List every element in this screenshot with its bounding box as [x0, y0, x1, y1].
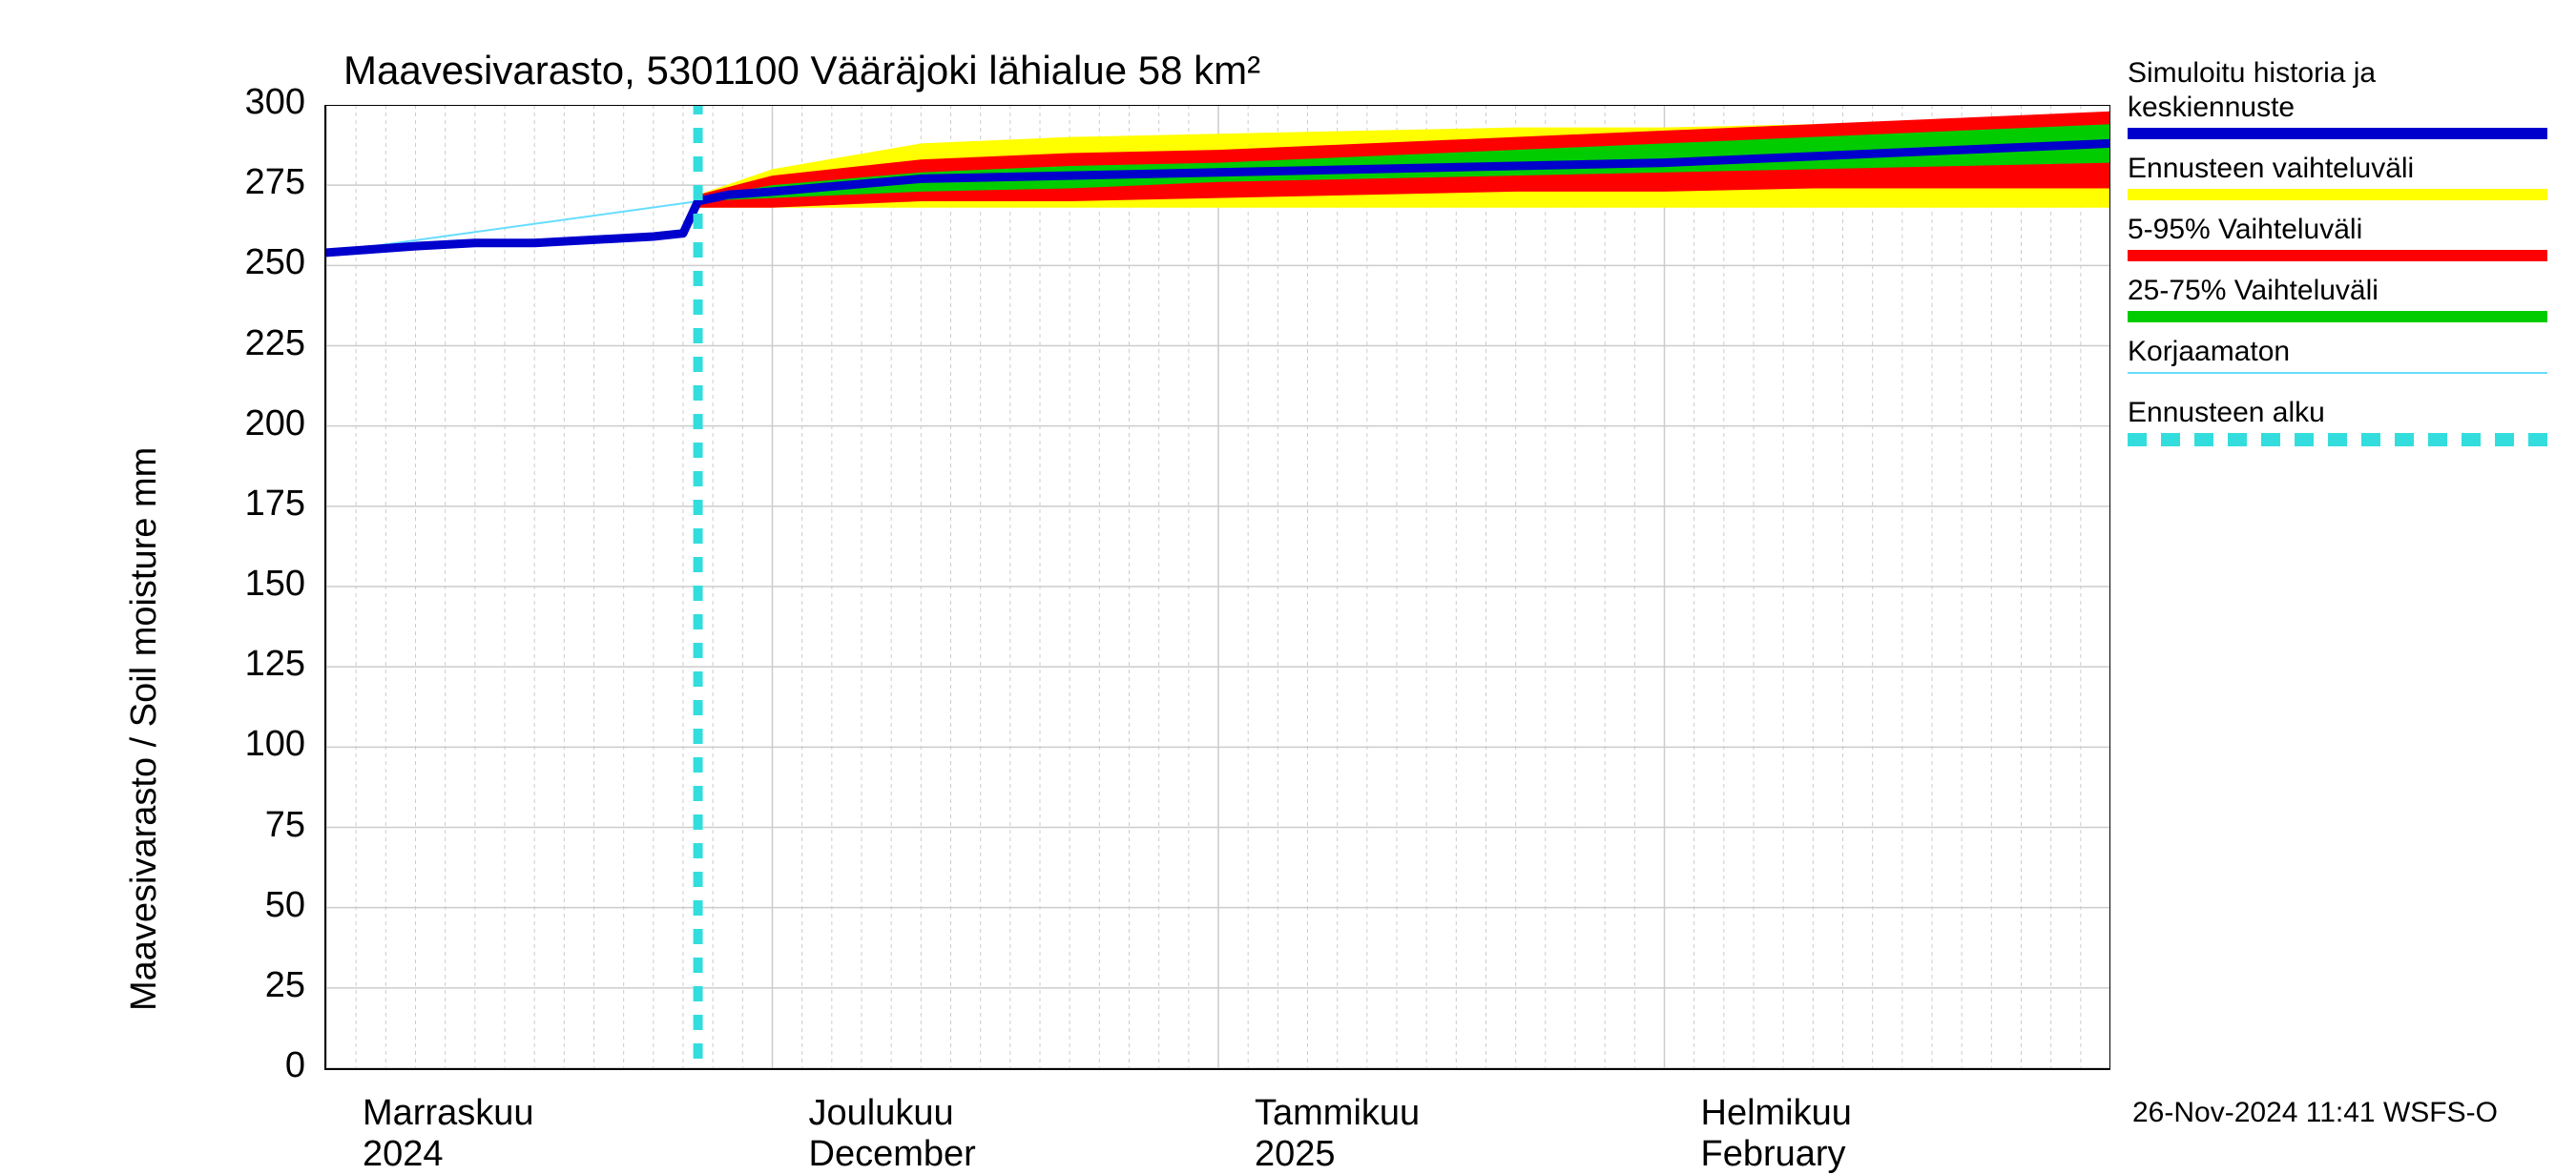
y-tick-label: 150	[191, 564, 305, 605]
legend-label: Ennusteen alku	[2128, 397, 2325, 429]
legend-swatch	[2128, 128, 2547, 139]
legend-swatch	[2128, 311, 2547, 322]
footer-timestamp: 26-Nov-2024 11:41 WSFS-O	[2132, 1097, 2498, 1129]
legend-swatch	[2128, 250, 2547, 261]
legend-label: Simuloitu historia ja	[2128, 57, 2376, 90]
y-tick-label: 100	[191, 724, 305, 765]
legend-swatch	[2128, 372, 2547, 374]
y-tick-label: 175	[191, 484, 305, 525]
legend-label: Ennusteen vaihteluväli	[2128, 153, 2414, 185]
y-tick-label: 25	[191, 965, 305, 1006]
page-root: Maavesivarasto, 5301100 Vääräjoki lähial…	[0, 0, 2576, 1144]
x-tick-label: Helmikuu February	[1701, 1093, 1852, 1175]
legend-label: Korjaamaton	[2128, 336, 2290, 368]
y-axis-label: Maavesivarasto / Soil moisture mm	[124, 447, 165, 1011]
y-tick-label: 250	[191, 242, 305, 283]
legend-swatch	[2128, 189, 2547, 200]
y-tick-label: 75	[191, 805, 305, 846]
plot-area	[324, 105, 2110, 1070]
y-tick-label: 50	[191, 885, 305, 926]
chart-title: Maavesivarasto, 5301100 Vääräjoki lähial…	[343, 48, 1260, 93]
y-tick-label: 0	[191, 1045, 305, 1086]
y-tick-label: 275	[191, 162, 305, 203]
legend-label: keskiennuste	[2128, 92, 2295, 124]
y-tick-label: 225	[191, 323, 305, 364]
x-tick-label: Joulukuu December	[809, 1093, 976, 1175]
legend-swatch	[2128, 433, 2547, 446]
legend-label: 25-75% Vaihteluväli	[2128, 275, 2379, 307]
y-tick-label: 300	[191, 82, 305, 123]
legend-label: 5-95% Vaihteluväli	[2128, 214, 2362, 246]
y-tick-label: 200	[191, 403, 305, 444]
x-tick-label: Marraskuu 2024	[363, 1093, 534, 1175]
y-tick-label: 125	[191, 644, 305, 685]
x-tick-label: Tammikuu 2025	[1255, 1093, 1420, 1175]
plot-svg	[326, 105, 2110, 1068]
